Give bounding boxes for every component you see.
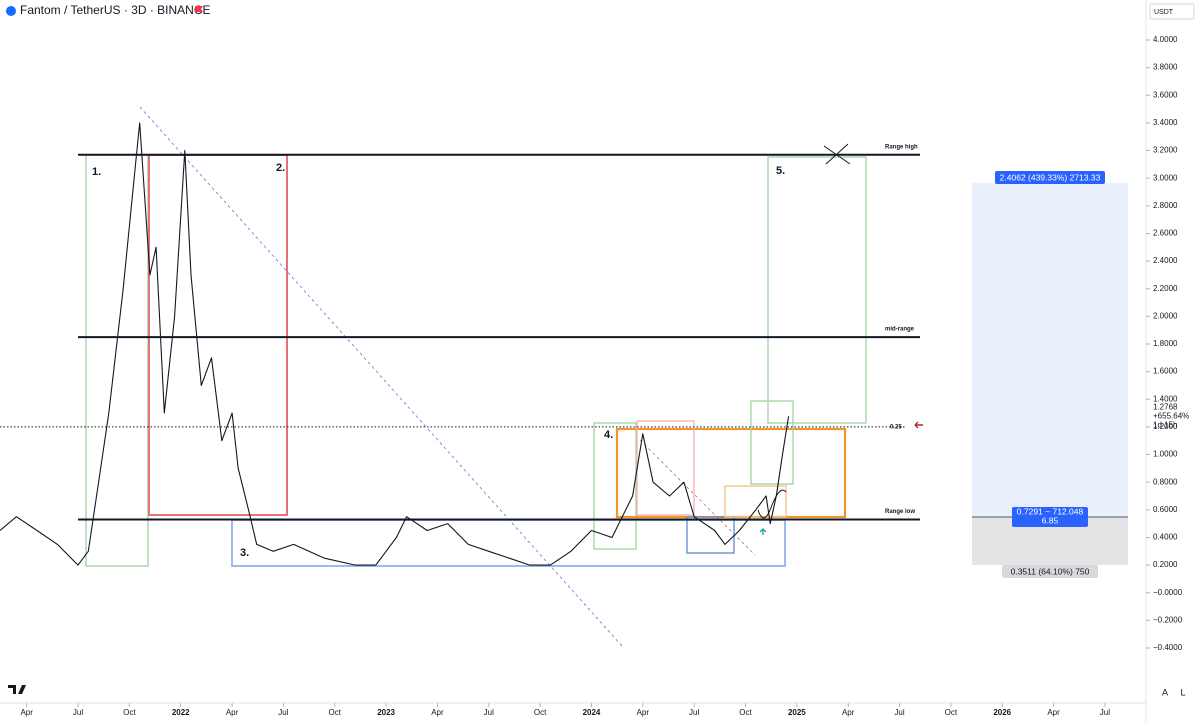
- level-label: mid-range: [885, 327, 915, 333]
- button-label[interactable]: A: [1162, 687, 1168, 697]
- y-tick-label: 1.8000: [1153, 339, 1178, 348]
- drawings: [85, 106, 923, 647]
- box-label: 3.: [240, 547, 249, 559]
- curve-arrow[interactable]: [757, 489, 787, 519]
- y-tick-label: 3.0000: [1153, 173, 1178, 182]
- tv-logo[interactable]: [8, 685, 26, 694]
- x-tick-label: Oct: [739, 708, 752, 717]
- y-tick-label: 0.8000: [1153, 477, 1178, 486]
- y-tick-label: 0.4000: [1153, 533, 1178, 542]
- button-label[interactable]: L: [1180, 687, 1185, 697]
- measure-down-badge: [1002, 565, 1098, 578]
- x-tick-label: Apr: [637, 708, 650, 717]
- bar-countdown: 1d 15h: [1153, 420, 1177, 429]
- x-tick-label: 2022: [172, 708, 190, 717]
- x-tick-label: 2026: [993, 708, 1011, 717]
- measure-up-label: 2.4062 (439.33%) 2713.33: [1000, 172, 1101, 182]
- y-tick-label: −0.4000: [1153, 643, 1183, 652]
- measure-mid-sub: 6.85: [1042, 515, 1059, 525]
- y-tick-label: −0.2000: [1153, 615, 1183, 624]
- x-tick-label: Jul: [689, 708, 699, 717]
- x-tick-label: Jul: [278, 708, 288, 717]
- x-tick-label: 2025: [788, 708, 806, 717]
- currency-box[interactable]: [1149, 3, 1195, 20]
- y-tick-label: 1.4000: [1153, 394, 1178, 403]
- x-tick-label: Oct: [123, 708, 136, 717]
- box-2[interactable]: [148, 154, 288, 516]
- y-tick-label: 3.4000: [1153, 118, 1178, 127]
- x-tick-label: 2023: [377, 708, 395, 717]
- price-line: [0, 122, 790, 566]
- box-3[interactable]: [231, 519, 786, 567]
- box-label: 2.: [276, 162, 285, 174]
- y-tick-label: 1.0000: [1153, 450, 1178, 459]
- measure-up-area: [972, 183, 1128, 517]
- x-tick-label: Oct: [329, 708, 342, 717]
- x-tick-label: Apr: [842, 708, 855, 717]
- y-tick-label: 3.6000: [1153, 90, 1178, 99]
- x-tick-label: Oct: [534, 708, 547, 717]
- coin-logo: [6, 6, 16, 16]
- button[interactable]: [1176, 686, 1190, 700]
- x-tick-label: Apr: [226, 708, 239, 717]
- measure-mid-label: 0.7291 ~ 712.048: [1017, 506, 1084, 516]
- box-4f[interactable]: [750, 400, 794, 485]
- box-5[interactable]: [767, 156, 867, 424]
- box-4e[interactable]: [724, 485, 787, 518]
- x-tick-label: 2024: [583, 708, 601, 717]
- y-tick-label: −0.0000: [1153, 588, 1183, 597]
- measure-mid-badge: [1012, 507, 1088, 527]
- y-tick-label: 2.6000: [1153, 229, 1178, 238]
- y-tick-label: 1.2000: [1153, 422, 1178, 431]
- level-label: Range low: [885, 509, 915, 515]
- x-tick-label: Jul: [894, 708, 904, 717]
- x-tick-label: Apr: [1047, 708, 1060, 717]
- y-tick-label: 4.0000: [1153, 35, 1178, 44]
- box-4c[interactable]: [636, 420, 695, 516]
- box-label: 4.: [604, 429, 613, 441]
- box-4d[interactable]: [686, 516, 735, 554]
- x-tick-label: Jul: [1100, 708, 1110, 717]
- y-tick-label: 2.2000: [1153, 284, 1178, 293]
- box-4a[interactable]: [593, 422, 637, 550]
- x-tick-label: Jul: [73, 708, 83, 717]
- up-arrow[interactable]: [759, 528, 767, 535]
- x-tick-label: Apr: [431, 708, 444, 717]
- box-label: 1.: [92, 166, 101, 178]
- y-tick-label: 2.0000: [1153, 311, 1178, 320]
- box-label: 5.: [776, 165, 785, 177]
- trend-line[interactable]: [139, 106, 623, 647]
- y-tick-label: 3.8000: [1153, 63, 1178, 72]
- x-tick-label: Oct: [945, 708, 958, 717]
- level-label: Range high: [885, 144, 918, 150]
- last-price-change: +655.64%: [1153, 411, 1189, 420]
- level-label: 0.25: [890, 424, 902, 430]
- last-price: 1.2768: [1153, 402, 1178, 411]
- measure-up-badge: [995, 171, 1105, 184]
- flag-icon[interactable]: [195, 6, 203, 12]
- y-tick-label: 1.6000: [1153, 367, 1178, 376]
- currency: USDT: [1154, 9, 1174, 16]
- price-arrow[interactable]: [914, 421, 923, 429]
- y-tick-label: 2.4000: [1153, 256, 1178, 265]
- measure-down-label: 0.3511 (64.10%) 750: [1011, 566, 1090, 576]
- trend-line-small[interactable]: [639, 439, 756, 556]
- y-tick-label: 0.6000: [1153, 505, 1178, 514]
- y-tick-label: 2.8000: [1153, 201, 1178, 210]
- y-tick-label: 0.2000: [1153, 560, 1178, 569]
- chart-title: Fantom / TetherUS · 3D · BINANCE: [20, 3, 211, 17]
- y-tick-label: 3.2000: [1153, 146, 1178, 155]
- x-tick-label: Apr: [20, 708, 33, 717]
- button[interactable]: [1158, 686, 1172, 700]
- x-tick-label: Jul: [484, 708, 494, 717]
